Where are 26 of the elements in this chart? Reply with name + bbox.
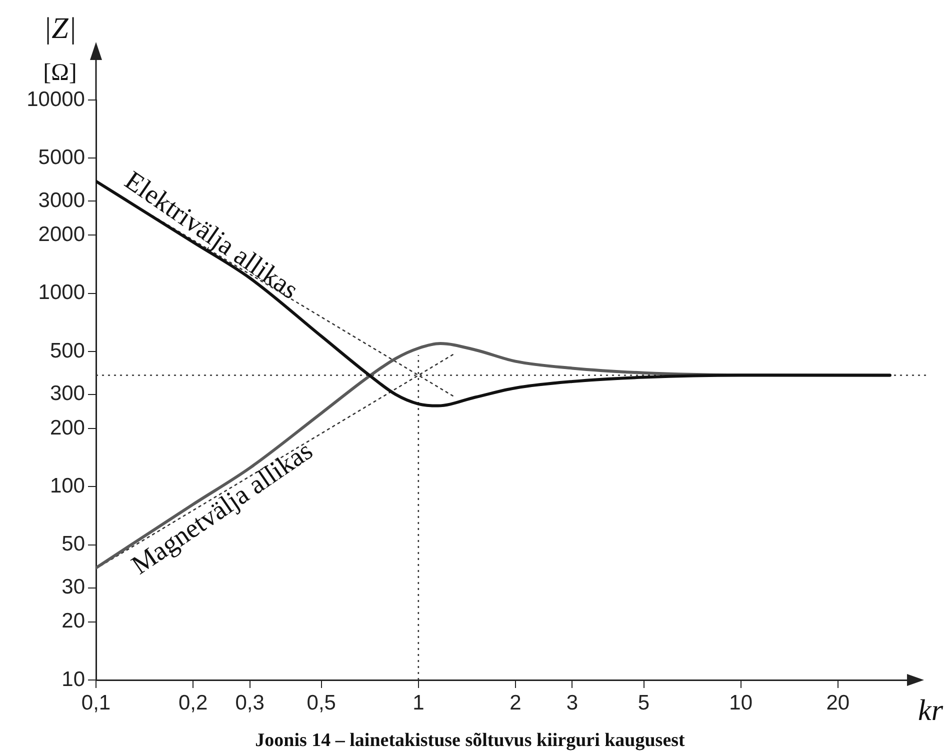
x-tick-label: 0,1 <box>81 691 111 714</box>
x-tick-label: 0,2 <box>178 691 208 714</box>
y-tick-label: 20 <box>62 610 85 633</box>
y-tick-label: 500 <box>50 339 85 362</box>
y-tick-label: 1000 <box>38 281 85 304</box>
text: Joonis 14 – lainetakistuse sõltuvus kiirguri kaugusest <box>255 730 686 751</box>
x-tick-label: 5 <box>638 691 650 714</box>
y-tick-label: 10 <box>62 668 85 691</box>
y-axis-title: |Z| [Ω] <box>43 12 77 86</box>
x-tick-label: 3 <box>566 691 578 714</box>
x-tick-label: 0,3 <box>235 691 264 714</box>
y-tick-label: 3000 <box>38 188 85 212</box>
y-tick-label: 200 <box>50 416 85 440</box>
y-tick-label: 100 <box>50 474 85 498</box>
y-tick-label: 5000 <box>38 146 85 169</box>
y-tick-label: 10000 <box>26 88 85 111</box>
y-tick-label: 30 <box>62 576 85 599</box>
x-tick-label: 1 <box>412 691 424 714</box>
x-axis-title: kr <box>918 694 944 727</box>
y-tick-label: 300 <box>50 382 85 406</box>
x-tick-label: 20 <box>826 691 850 714</box>
x-tick-label: 10 <box>729 691 753 714</box>
x-tick-label: 2 <box>510 691 522 714</box>
x-tick-label: 0,5 <box>306 691 336 714</box>
y-tick-label: 50 <box>62 532 85 556</box>
y-tick-label: 2000 <box>38 222 85 246</box>
